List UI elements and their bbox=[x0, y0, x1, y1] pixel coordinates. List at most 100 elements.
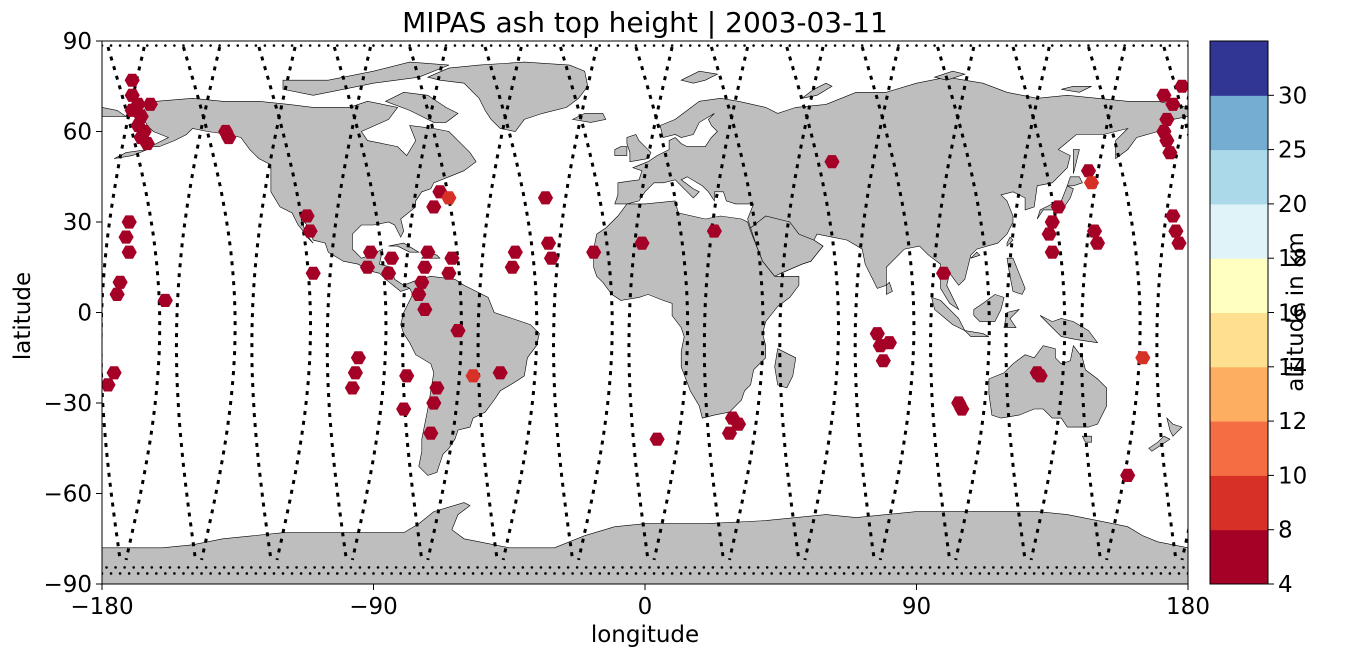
polar-dot bbox=[326, 572, 330, 575]
polar-dot bbox=[109, 44, 113, 47]
polar-dot bbox=[145, 572, 149, 575]
polar-dot bbox=[444, 572, 448, 575]
polar-dot bbox=[363, 44, 366, 47]
polar-dot bbox=[978, 44, 982, 47]
polar-dot bbox=[462, 44, 466, 47]
polar-dot bbox=[299, 572, 303, 575]
polar-dot bbox=[652, 44, 656, 47]
land-africa bbox=[593, 200, 800, 419]
colorbar-segment bbox=[1210, 41, 1268, 96]
polar-dot bbox=[173, 572, 176, 575]
polar-dot bbox=[793, 566, 796, 569]
polar-dot bbox=[951, 572, 954, 575]
polar-dot bbox=[141, 566, 145, 569]
ash-point bbox=[1159, 112, 1175, 126]
polar-dot bbox=[824, 44, 828, 47]
polar-dot bbox=[557, 566, 561, 569]
polar-dot bbox=[593, 566, 597, 569]
polar-dot bbox=[580, 572, 583, 575]
polar-dot bbox=[743, 572, 746, 575]
polar-dot bbox=[200, 44, 203, 47]
ash-point bbox=[1165, 97, 1181, 111]
polar-dot bbox=[765, 566, 769, 569]
polar-dot bbox=[227, 44, 230, 47]
orbit-track bbox=[408, 46, 463, 561]
polar-dot bbox=[507, 44, 511, 47]
polar-dot bbox=[969, 44, 973, 47]
ash-point bbox=[1083, 176, 1100, 190]
polar-dot bbox=[209, 572, 212, 575]
orbit-track bbox=[551, 46, 599, 561]
polar-dot bbox=[725, 572, 728, 575]
ash-point bbox=[507, 245, 523, 259]
colorbar: 4 8 10 12 14 16 18 20 25 30 bbox=[1209, 40, 1307, 598]
polar-dot bbox=[164, 44, 167, 47]
polar-dot bbox=[616, 572, 620, 575]
y-axis-label: latitude bbox=[10, 272, 36, 360]
ash-point bbox=[586, 245, 602, 259]
orbit-track bbox=[102, 46, 146, 561]
orbit-track bbox=[1087, 46, 1142, 561]
polar-dot bbox=[612, 566, 615, 569]
polar-dot bbox=[277, 566, 280, 569]
polar-dot bbox=[738, 566, 742, 569]
polar-dot bbox=[802, 566, 805, 569]
polar-dot bbox=[906, 572, 909, 575]
polar-dot bbox=[123, 566, 126, 569]
polar-dot bbox=[906, 44, 909, 47]
y-axis: −90 −60 −30 0 30 60 90 bbox=[43, 29, 102, 598]
land-hainan bbox=[970, 251, 981, 259]
orbit-track bbox=[929, 46, 976, 561]
polar-dot bbox=[535, 44, 538, 47]
x-tick-label: 180 bbox=[1166, 594, 1210, 620]
polar-dot bbox=[806, 44, 810, 47]
polar-dot bbox=[756, 566, 760, 569]
polar-dot bbox=[1010, 566, 1013, 569]
polar-dot bbox=[883, 566, 887, 569]
polar-dot bbox=[571, 572, 574, 575]
polar-dot bbox=[372, 44, 375, 47]
polar-dot bbox=[268, 566, 271, 569]
polar-dot bbox=[254, 572, 258, 575]
polar-dot bbox=[512, 566, 516, 569]
ash-point bbox=[139, 137, 155, 151]
ash-point bbox=[465, 369, 481, 383]
polar-dot bbox=[480, 44, 484, 47]
ash-point bbox=[417, 260, 433, 274]
orbit-track bbox=[785, 46, 841, 561]
polar-dot bbox=[1005, 572, 1009, 575]
polar-dot bbox=[598, 44, 602, 47]
polar-dot bbox=[385, 566, 389, 569]
polar-dot bbox=[602, 566, 606, 569]
colorbar-label: altitude in km bbox=[1283, 232, 1309, 392]
polar-dot bbox=[869, 572, 873, 575]
polar-dot bbox=[517, 572, 520, 575]
polar-dot bbox=[507, 572, 511, 575]
polar-dot bbox=[326, 44, 330, 47]
polar-dot bbox=[851, 572, 855, 575]
polar-dot bbox=[1159, 572, 1163, 575]
polar-dot bbox=[458, 566, 461, 569]
land-taiwan bbox=[1006, 236, 1014, 247]
orbit-track bbox=[702, 46, 750, 561]
polar-dot bbox=[1105, 572, 1108, 575]
polar-dot bbox=[349, 566, 353, 569]
ash-point bbox=[299, 209, 315, 223]
polar-dot bbox=[1136, 566, 1140, 569]
polar-dot bbox=[526, 44, 529, 47]
polar-dot bbox=[774, 566, 778, 569]
polar-dot bbox=[915, 572, 918, 575]
polar-dot bbox=[901, 566, 905, 569]
ash-point bbox=[441, 266, 457, 280]
polar-dot bbox=[964, 566, 968, 569]
orbit-track bbox=[1079, 46, 1127, 561]
ash-point bbox=[875, 354, 891, 368]
polar-dot bbox=[915, 44, 918, 47]
ash-point bbox=[1165, 209, 1181, 223]
polar-dot bbox=[322, 566, 326, 569]
polar-dot bbox=[874, 566, 878, 569]
polar-dot bbox=[308, 572, 312, 575]
polar-dot bbox=[526, 572, 529, 575]
polar-dot bbox=[390, 44, 393, 47]
